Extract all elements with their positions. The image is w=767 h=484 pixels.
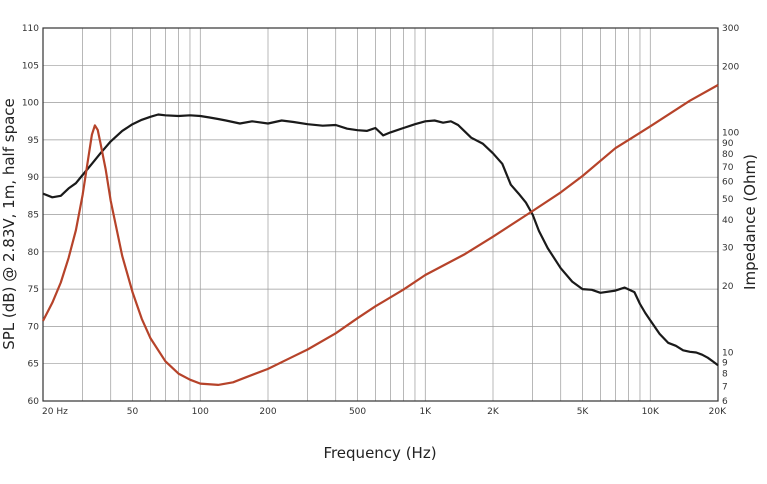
y-right-tick-label: 200 bbox=[722, 63, 739, 73]
x-tick-label: 1K bbox=[419, 407, 432, 417]
series bbox=[42, 84, 719, 386]
y-right-tick-label: 8 bbox=[722, 370, 728, 380]
y-left-tick-label: 80 bbox=[28, 248, 40, 258]
y-left-tick-label: 65 bbox=[28, 360, 39, 370]
y-right-tick-label: 9 bbox=[722, 358, 728, 368]
x-tick-label: 5K bbox=[577, 407, 590, 417]
grid bbox=[42, 28, 719, 401]
x-tick-label: 100 bbox=[192, 407, 209, 417]
x-tick-label: 2K bbox=[487, 407, 500, 417]
x-tick-label: 500 bbox=[349, 407, 366, 417]
y-left-tick-label: 60 bbox=[28, 397, 40, 407]
y-right-tick-label: 10 bbox=[722, 348, 734, 358]
y-right-tick-label: 90 bbox=[722, 139, 734, 149]
x-tick-label: 20 Hz bbox=[42, 407, 68, 417]
y-right-tick-label: 6 bbox=[722, 397, 728, 407]
tick-labels: 20 Hz 50 100 200 500 1K 2K 5K 10K 20K606570758085… bbox=[22, 24, 740, 417]
x-tick-label: 200 bbox=[259, 407, 276, 417]
y-left-tick-label: 105 bbox=[22, 61, 39, 71]
y-left-tick-label: 90 bbox=[28, 173, 40, 183]
y-right-tick-label: 100 bbox=[722, 129, 739, 139]
y-left-tick-label: 75 bbox=[28, 285, 39, 295]
y-right-tick-label: 40 bbox=[722, 216, 734, 226]
y-right-tick-label: 20 bbox=[722, 282, 734, 292]
y-right-tick-label: 80 bbox=[722, 150, 734, 160]
y-right-tick-label: 50 bbox=[722, 195, 734, 205]
impedance-curve bbox=[42, 84, 719, 386]
y-right-tick-label: 300 bbox=[722, 24, 739, 34]
y-axis-right-label: Impedance (Ohm) bbox=[741, 154, 759, 290]
y-axis-left-label: SPL (dB) @ 2.83V, 1m, half space bbox=[0, 98, 18, 350]
y-left-tick-label: 100 bbox=[22, 99, 39, 109]
y-left-tick-label: 85 bbox=[28, 211, 39, 221]
y-left-tick-label: 70 bbox=[28, 322, 40, 332]
y-right-tick-label: 7 bbox=[722, 382, 728, 392]
x-axis-label: Frequency (Hz) bbox=[323, 444, 436, 462]
y-right-tick-label: 70 bbox=[722, 163, 734, 173]
x-tick-label: 50 bbox=[127, 407, 139, 417]
y-right-tick-label: 60 bbox=[722, 177, 734, 187]
x-tick-label: 20K bbox=[709, 407, 727, 417]
y-right-tick-label: 30 bbox=[722, 244, 734, 254]
y-left-tick-label: 95 bbox=[28, 136, 39, 146]
spl-curve bbox=[42, 113, 719, 367]
plot-frame bbox=[42, 27, 719, 402]
x-tick-label: 10K bbox=[642, 407, 660, 417]
y-left-tick-label: 110 bbox=[22, 24, 39, 34]
